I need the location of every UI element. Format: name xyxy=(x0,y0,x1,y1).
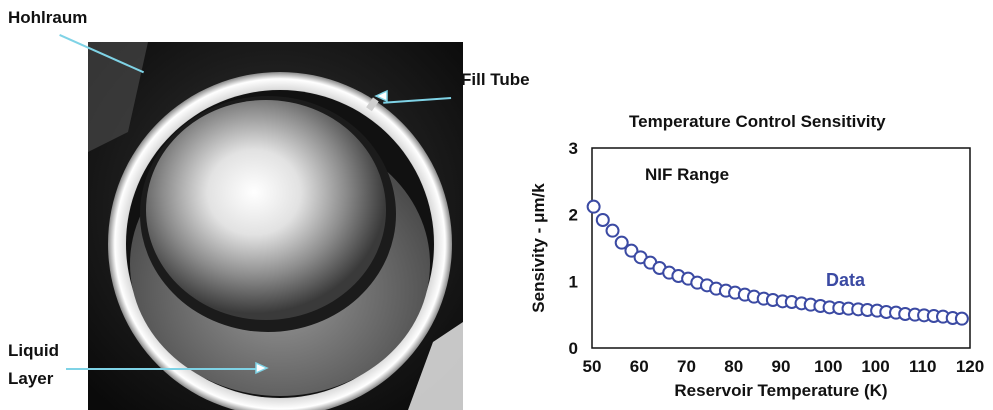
x-tick-label: 120 xyxy=(956,357,984,376)
y-tick-label: 1 xyxy=(569,272,578,291)
hohlraum-label: Hohlraum xyxy=(8,8,88,27)
liquid-layer-label-line1: Liquid xyxy=(8,341,59,360)
x-tick-label: 100 xyxy=(861,357,889,376)
x-tick-label: 80 xyxy=(724,357,743,376)
data-point xyxy=(954,311,969,326)
liquid-layer-arrowhead-icon xyxy=(255,361,269,375)
x-tick-label: 110 xyxy=(909,357,936,376)
liquid-layer-callout-line xyxy=(66,368,258,370)
x-tick-label: 60 xyxy=(630,357,649,376)
x-tick-label: 50 xyxy=(583,357,602,376)
sensitivity-chart: 0 1 2 3 50 60 70 80 90 100 100 110 120 NIF Range Da… xyxy=(529,139,984,400)
data-point xyxy=(595,213,610,227)
data-series-label: Data xyxy=(826,270,866,290)
y-tick-label: 3 xyxy=(569,139,578,158)
hohlraum-photo xyxy=(88,42,463,410)
liquid-layer-label-line2: Layer xyxy=(8,369,54,388)
data-point xyxy=(624,243,639,258)
x-tick-label: 100 xyxy=(814,357,842,376)
chart-title: Temperature Control Sensitivity xyxy=(629,112,886,131)
plot-frame xyxy=(591,147,971,349)
fill-tube-label: Fill Tube xyxy=(461,70,530,89)
y-axis-title: Sensivity - μm/k xyxy=(529,183,548,313)
y-tick-label: 0 xyxy=(569,339,578,358)
x-tick-label: 70 xyxy=(677,357,696,376)
data-point xyxy=(605,223,620,238)
nif-range-annotation: NIF Range xyxy=(645,165,729,184)
x-tick-label: 90 xyxy=(772,357,791,376)
data-point xyxy=(614,235,629,250)
fill-tube-arrowhead-icon xyxy=(374,89,388,103)
y-tick-label: 2 xyxy=(569,206,578,225)
x-axis-title: Reservoir Temperature (K) xyxy=(674,381,887,400)
data-point xyxy=(586,199,601,214)
capsule-image xyxy=(88,42,463,410)
